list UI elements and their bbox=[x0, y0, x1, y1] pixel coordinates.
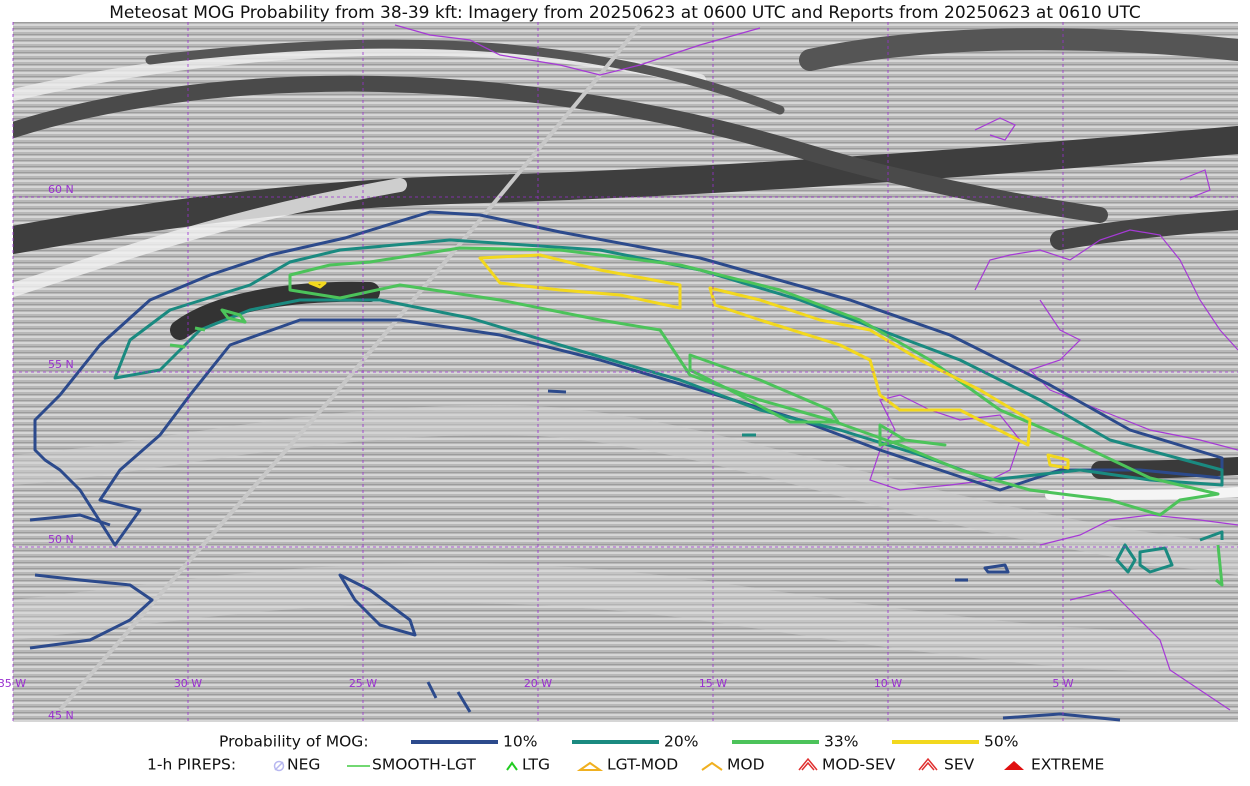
sev-icon bbox=[918, 757, 938, 771]
mod-icon bbox=[701, 761, 723, 771]
pirep-legend: 1-h PIREPS: NEG SMOOTH-LGT LTG LGT-MOD M… bbox=[147, 756, 1104, 774]
legend-label: EXTREME bbox=[1031, 756, 1104, 774]
legend-label: 33% bbox=[824, 733, 858, 751]
neg-icon bbox=[274, 761, 284, 771]
contour-50 bbox=[308, 253, 1070, 470]
latitude-labels: 60 N 55 N 50 N 45 N bbox=[48, 183, 74, 722]
longitude-labels: 35 W 30 W 25 W 20 W 15 W 10 W 5 W bbox=[0, 677, 1074, 690]
contour-33 bbox=[169, 246, 1224, 587]
legend-title: Probability of MOG: bbox=[219, 733, 369, 751]
legend-label: MOD bbox=[727, 756, 765, 774]
probability-legend: Probability of MOG: 10% 20% 33% 50% bbox=[219, 733, 1018, 751]
satellite-track bbox=[58, 23, 642, 712]
legend-label: LTG bbox=[522, 756, 550, 774]
lon-label: 25 W bbox=[349, 677, 377, 690]
lat-label: 60 N bbox=[48, 183, 74, 196]
title: Meteosat MOG Probability from 38-39 kft:… bbox=[109, 3, 1141, 23]
contour-10 bbox=[29, 210, 1224, 722]
legend-label: SEV bbox=[944, 756, 975, 774]
lat-label: 50 N bbox=[48, 533, 74, 546]
lon-label: 30 W bbox=[174, 677, 202, 690]
legend-label: LGT-MOD bbox=[607, 756, 678, 774]
mod-sev-icon bbox=[798, 757, 818, 771]
lat-label: 55 N bbox=[48, 358, 74, 371]
legend-label: MOD-SEV bbox=[822, 756, 896, 774]
legend-label: SMOOTH-LGT bbox=[372, 756, 476, 774]
legend-label: NEG bbox=[287, 756, 320, 774]
neg-icon bbox=[273, 760, 285, 772]
lon-label: 5 W bbox=[1052, 677, 1073, 690]
lon-label: 20 W bbox=[524, 677, 552, 690]
lon-label: 10 W bbox=[874, 677, 902, 690]
map bbox=[13, 22, 1238, 722]
lon-label: 15 W bbox=[699, 677, 727, 690]
lgt-mod-icon bbox=[576, 761, 604, 771]
graticule bbox=[13, 22, 1238, 722]
contour-20 bbox=[113, 238, 1224, 574]
ltg-icon bbox=[506, 761, 518, 771]
legend-label: 20% bbox=[664, 733, 698, 751]
coastlines bbox=[394, 24, 1238, 711]
legend-title: 1-h PIREPS: bbox=[147, 756, 236, 774]
legend-label: 10% bbox=[503, 733, 537, 751]
lon-label: 35 W bbox=[0, 677, 26, 690]
lat-label: 45 N bbox=[48, 709, 74, 722]
legend-label: 50% bbox=[984, 733, 1018, 751]
extreme-icon bbox=[1004, 761, 1024, 770]
